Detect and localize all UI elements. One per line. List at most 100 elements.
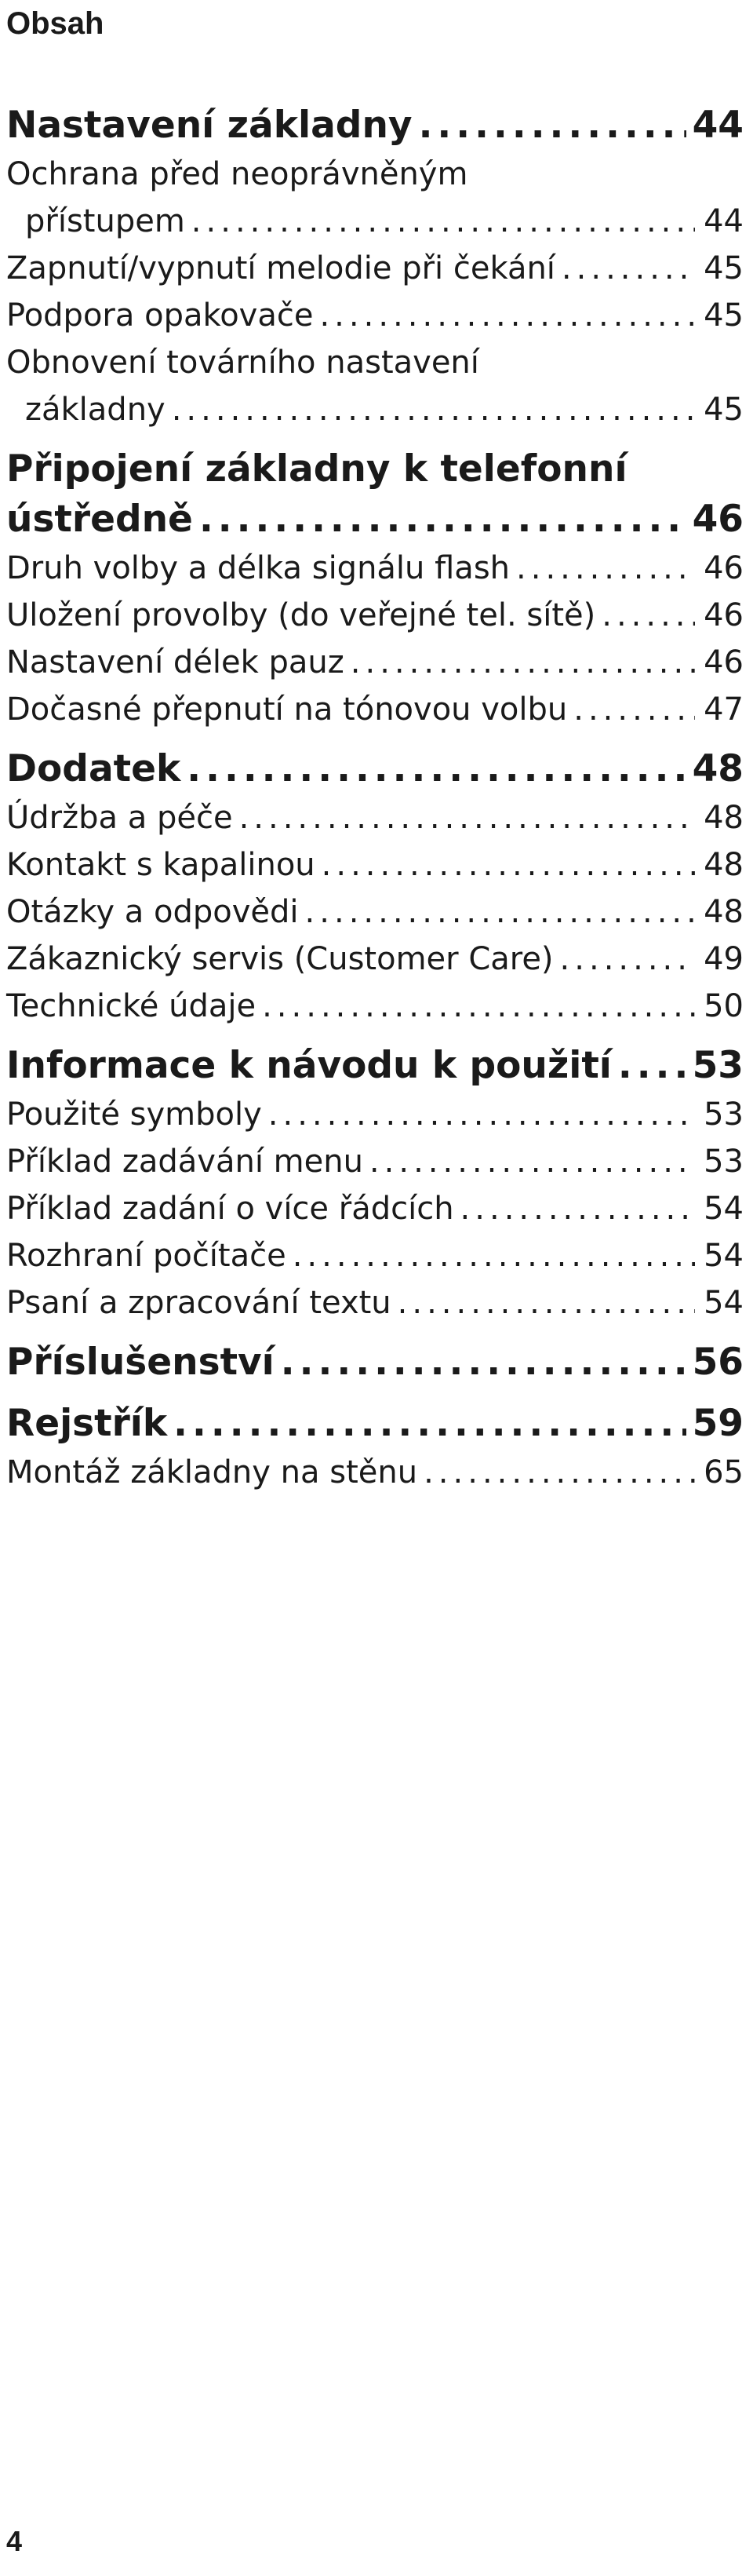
toc-entry-title: Zapnutí/vypnutí melodie při čekání <box>6 250 555 286</box>
toc-entry-line[interactable]: Obnovení továrního nastavení <box>6 339 744 386</box>
toc-page-number: 48 <box>692 747 744 790</box>
toc-leader-dots: ........................................… <box>573 691 695 728</box>
toc-section[interactable]: Informace k návodu k použití ...........… <box>6 1041 744 1091</box>
toc-section-title: Nastavení základny <box>6 104 413 147</box>
toc-entry[interactable]: Technické údaje ........................… <box>6 983 744 1030</box>
toc-leader-dots: ........................................… <box>369 1144 695 1180</box>
toc-section-line[interactable]: Připojení základny k telefonní <box>6 444 744 494</box>
toc-section[interactable]: ústředně ...............................… <box>6 494 744 545</box>
toc-entry[interactable]: Podpora opakovače ......................… <box>6 292 744 339</box>
toc-entry[interactable]: Psaní a zpracování textu ...............… <box>6 1279 744 1326</box>
toc-leader-dots: ........................................… <box>267 1096 695 1133</box>
toc-page-number: 54 <box>704 1285 744 1321</box>
toc-page-number: 47 <box>704 691 744 728</box>
toc-entry[interactable]: Nastavení délek pauz ...................… <box>6 639 744 686</box>
toc-page-number: 56 <box>692 1341 744 1384</box>
toc-entry-title: Technické údaje <box>6 988 256 1024</box>
toc-leader-dots: ........................................… <box>418 104 686 147</box>
toc-entry[interactable]: Použité symboly ........................… <box>6 1091 744 1138</box>
toc-entry[interactable]: Údržba a péče ..........................… <box>6 794 744 841</box>
toc-entry[interactable]: Uložení provolby (do veřejné tel. sítě) … <box>6 592 744 639</box>
toc-leader-dots: ........................................… <box>397 1285 695 1321</box>
toc-leader-dots: ........................................… <box>171 392 695 428</box>
toc-entry-line[interactable]: Ochrana před neoprávněným <box>6 151 744 198</box>
toc-page-number: 45 <box>704 297 744 334</box>
toc-leader-dots: ........................................… <box>262 988 695 1024</box>
toc-page-number: 65 <box>704 1454 744 1491</box>
toc-entry-title: Podpora opakovače <box>6 297 314 334</box>
toc-entry[interactable]: Dočasné přepnutí na tónovou volbu ......… <box>6 686 744 733</box>
toc-entry[interactable]: Příklad zadávání menu ..................… <box>6 1138 744 1185</box>
toc-entry-title: Příklad zadávání menu <box>6 1144 363 1180</box>
toc-leader-dots: ........................................… <box>460 1191 695 1227</box>
toc-leader-dots: ........................................… <box>350 644 695 680</box>
toc-leader-dots: ........................................… <box>424 1454 695 1491</box>
toc-entry-title: přístupem <box>25 203 185 239</box>
toc-page-number: 59 <box>692 1402 744 1445</box>
toc-entry-title: Uložení provolby (do veřejné tel. sítě) <box>6 597 596 633</box>
toc-entry-title: Montáž základny na stěnu <box>6 1454 418 1491</box>
toc-page-number: 49 <box>704 941 744 977</box>
toc-leader-dots: ........................................… <box>617 1044 686 1087</box>
toc-entry-title: základny <box>25 392 166 428</box>
toc-entry-title: Použité symboly <box>6 1096 262 1133</box>
toc-leader-dots: ........................................… <box>280 1341 686 1384</box>
toc-entry-title: Příklad zadání o více řádcích <box>6 1191 454 1227</box>
toc-entry-title: Zákaznický servis (Customer Care) <box>6 941 554 977</box>
toc-page-number: 53 <box>704 1096 744 1133</box>
toc-leader-dots: ........................................… <box>198 498 686 541</box>
toc-page-number: 46 <box>704 550 744 586</box>
toc-page-number: 54 <box>704 1191 744 1227</box>
toc-leader-dots: ........................................… <box>292 1238 695 1274</box>
toc-entry-title: Otázky a odpovědi <box>6 894 299 930</box>
toc-entry[interactable]: Kontakt s kapalinou ....................… <box>6 841 744 888</box>
toc-entry[interactable]: základny ...............................… <box>6 386 744 433</box>
toc-page-number: 50 <box>704 988 744 1024</box>
toc-entry[interactable]: Druh volby a délka signálu flash .......… <box>6 545 744 592</box>
table-of-contents: Nastavení základny .....................… <box>6 100 744 1496</box>
toc-page-number: 53 <box>704 1144 744 1180</box>
toc-section[interactable]: Dodatek ................................… <box>6 744 744 794</box>
toc-entry[interactable]: Otázky a odpovědi ......................… <box>6 888 744 936</box>
toc-entry[interactable]: Zapnutí/vypnutí melodie při čekání .....… <box>6 245 744 292</box>
toc-page-number: 48 <box>704 847 744 883</box>
toc-leader-dots: ........................................… <box>191 203 695 239</box>
toc-section[interactable]: Nastavení základny .....................… <box>6 100 744 151</box>
toc-page-number: 48 <box>704 800 744 836</box>
toc-leader-dots: ........................................… <box>173 1402 686 1445</box>
toc-entry-title: Údržba a péče <box>6 800 233 836</box>
toc-page-number: 44 <box>692 104 744 147</box>
toc-page-number: 45 <box>704 250 744 286</box>
toc-leader-dots: ........................................… <box>561 250 695 286</box>
toc-entry-title: Kontakt s kapalinou <box>6 847 315 883</box>
toc-entry-title: Ochrana před neoprávněným <box>6 156 468 192</box>
toc-page-number: 48 <box>704 894 744 930</box>
toc-leader-dots: ........................................… <box>319 297 695 334</box>
toc-entry[interactable]: Zákaznický servis (Customer Care) ......… <box>6 936 744 983</box>
toc-page-number: 44 <box>704 203 744 239</box>
toc-section-title: Dodatek <box>6 747 181 790</box>
toc-entry[interactable]: Montáž základny na stěnu ...............… <box>6 1449 744 1496</box>
toc-entry-title: Psaní a zpracování textu <box>6 1285 391 1321</box>
toc-leader-dots: ........................................… <box>559 941 695 977</box>
toc-section-title: Rejstřík <box>6 1402 168 1445</box>
toc-page-number: 53 <box>692 1044 744 1087</box>
toc-entry[interactable]: přístupem ..............................… <box>6 198 744 245</box>
toc-section[interactable]: Rejstřík ...............................… <box>6 1399 744 1449</box>
toc-entry-title: Rozhraní počítače <box>6 1238 286 1274</box>
toc-leader-dots: ........................................… <box>304 894 695 930</box>
toc-leader-dots: ........................................… <box>187 747 686 790</box>
toc-entry-title: Nastavení délek pauz <box>6 644 344 680</box>
toc-entry-title: Druh volby a délka signálu flash <box>6 550 511 586</box>
toc-section-title: Příslušenství <box>6 1341 275 1384</box>
toc-page-number: 54 <box>704 1238 744 1274</box>
toc-entry[interactable]: Příklad zadání o více řádcích ..........… <box>6 1185 744 1232</box>
toc-page-number: 46 <box>692 498 744 541</box>
toc-leader-dots: ........................................… <box>321 847 695 883</box>
toc-leader-dots: ........................................… <box>602 597 695 633</box>
toc-entry[interactable]: Rozhraní počítače ......................… <box>6 1232 744 1279</box>
toc-leader-dots: ........................................… <box>516 550 695 586</box>
toc-page-number: 45 <box>704 392 744 428</box>
toc-section[interactable]: Příslušenství ..........................… <box>6 1337 744 1388</box>
toc-entry-title: Dočasné přepnutí na tónovou volbu <box>6 691 568 728</box>
